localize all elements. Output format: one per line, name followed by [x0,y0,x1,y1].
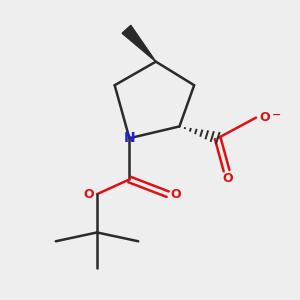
Text: −: − [272,110,282,120]
Polygon shape [122,25,156,62]
Text: O: O [83,188,94,201]
Text: N: N [124,131,135,145]
Text: O: O [171,188,181,201]
Text: O: O [223,172,233,185]
Text: O: O [259,111,270,124]
